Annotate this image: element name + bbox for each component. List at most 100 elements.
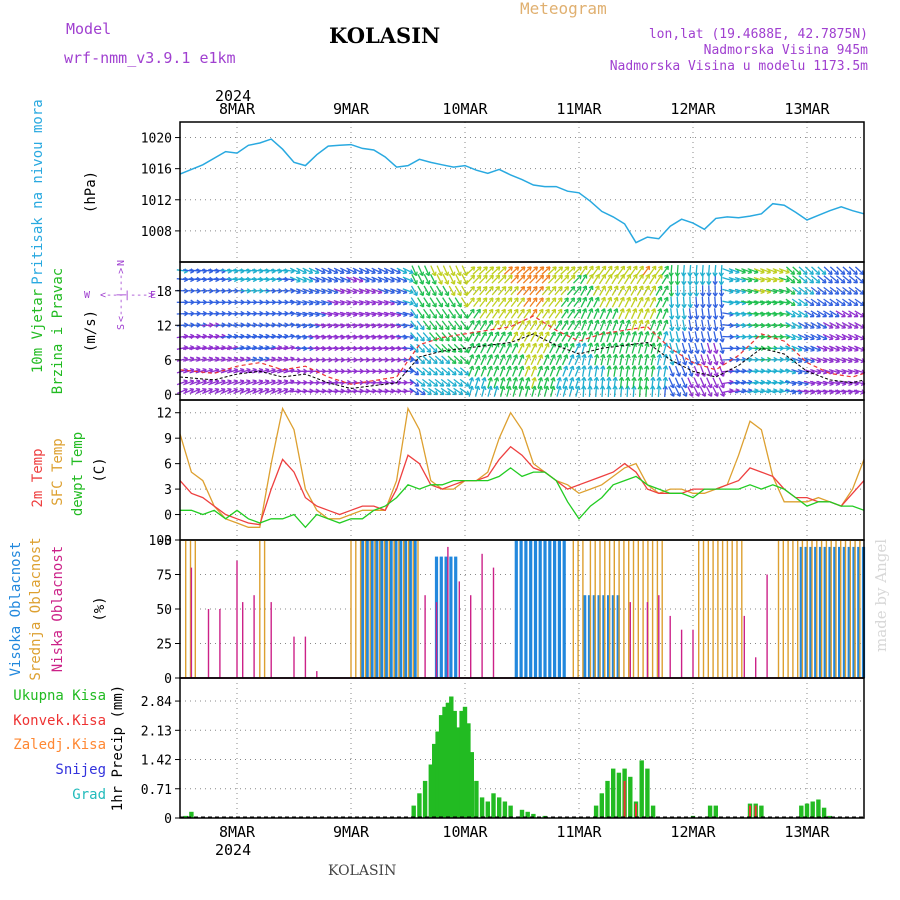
wind-arrow [201,269,213,273]
wind-arrow [816,345,828,351]
total-precip-bar [605,780,610,818]
wind-arrow [449,265,455,276]
wind-arrow-head [519,377,525,382]
wind-arrow-head [433,370,438,376]
wind-arrow-head [840,270,846,276]
wind-arrow-head [489,285,494,291]
wind-arrow [792,286,802,295]
wind-arrow-head [674,280,681,286]
wind-arrow-head [588,319,594,325]
wind-arrow [656,319,662,331]
wind-arrow [522,266,532,275]
wind-arrow-head [601,265,607,271]
wind-arrow [345,335,358,339]
wind-arrow [719,319,724,331]
wind-arrow [472,266,482,275]
wind-arrow [587,331,593,343]
wind-arrow [429,308,437,319]
wind-arrow-head [514,266,520,271]
wind-arrow [472,286,482,296]
wind-arrow [753,312,765,316]
wind-arrow-head [419,314,425,319]
wind-arrow-head [346,269,351,275]
wind-arrow-head [840,278,846,284]
wind-arrow [454,297,462,308]
wind-arrow [657,377,661,389]
wind-arrow [550,385,555,397]
wind-arrow [630,308,637,320]
wind-arrow-head [700,326,706,332]
wind-arrow [447,320,456,331]
wind-arrow [468,377,474,389]
wind-arrow [816,357,828,363]
tick-label: 9 [164,432,172,447]
wind-arrow-head [821,270,827,276]
wind-arrow [593,342,599,354]
wind-arrow-head [829,335,834,341]
wind-arrow-head [643,376,650,382]
wind-arrow [365,276,376,282]
mid-cloud-bar [825,540,828,678]
wind-arrow-head [526,274,532,280]
wind-arrow-head [450,302,456,308]
wind-arrow-head [828,312,834,318]
wind-arrow-head [500,331,506,337]
wind-arrow [734,389,746,394]
wind-arrow [718,386,725,397]
wind-arrow [308,267,320,274]
wind-arrow [681,354,687,366]
wind-arrow [499,377,505,389]
wind-arrow [700,342,705,354]
wind-arrow [598,265,607,276]
tick-label: 2.13 [141,724,172,739]
wind-arrow [579,265,588,276]
wind-arrow [415,378,426,387]
wind-arrow [663,377,667,389]
wind-arrow-head [427,382,432,387]
wind-arrow [417,265,424,276]
bottom-date-label: 9MAR [333,823,370,841]
wind-arrow [644,342,649,354]
total-precip-bar [422,780,428,818]
wind-arrow [547,274,557,284]
wind-arrow [486,343,493,354]
wind-arrow [176,335,188,339]
wind-arrow-head [520,266,526,271]
wind-arrow-head [810,346,815,352]
wind-arrow [455,274,462,285]
mid-cloud-bar [820,540,823,678]
wind-arrow-head [828,270,833,276]
total-precip-bar [452,710,457,818]
wind-arrow [636,274,644,285]
wind-arrow [573,308,582,319]
wind-arrow-head [828,324,834,329]
wind-arrow-head [626,296,631,302]
wind-arrow-head [594,353,600,359]
wind-arrow [295,311,307,316]
wind-arrow-head [713,360,719,366]
wind-arrow-head [525,365,531,371]
tick-label: 0 [164,812,172,827]
wind-arrow [176,357,188,362]
wind-arrow [402,276,414,282]
wind-arrow-head [674,272,681,277]
bottom-year: 2024 [215,841,251,859]
wind-arrow [841,389,853,394]
wind-arrow [712,365,718,377]
wind-arrow-head [600,319,606,325]
wind-arrow [605,297,612,308]
wind-arrow [618,319,624,331]
wind-arrow [804,286,815,295]
wind-arrow [676,319,680,331]
high-cloud-bar [514,540,518,678]
wind-arrow [410,285,418,296]
wind-arrow [593,308,599,320]
mid-cloud-bar [355,540,357,678]
wind-arrow-head [582,265,588,271]
wind-arrow [214,269,226,273]
wind-arrow-head [457,314,463,319]
wind-arrow [396,311,408,316]
wind-arrow [220,388,232,395]
wind-arrow-head [470,297,475,302]
